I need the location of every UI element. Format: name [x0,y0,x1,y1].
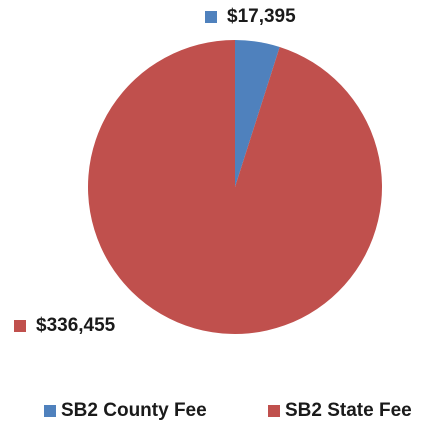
legend-swatch [44,405,56,417]
data-label: $17,395 [227,6,296,27]
pie-slice [87,40,383,334]
pie-slice [235,40,280,187]
legend-label: SB2 State Fee [285,400,412,421]
label-swatch [14,320,26,332]
legend-swatch [268,405,280,417]
legend-label: SB2 County Fee [61,400,207,421]
label-swatch [205,11,217,23]
data-label: $336,455 [36,315,116,336]
